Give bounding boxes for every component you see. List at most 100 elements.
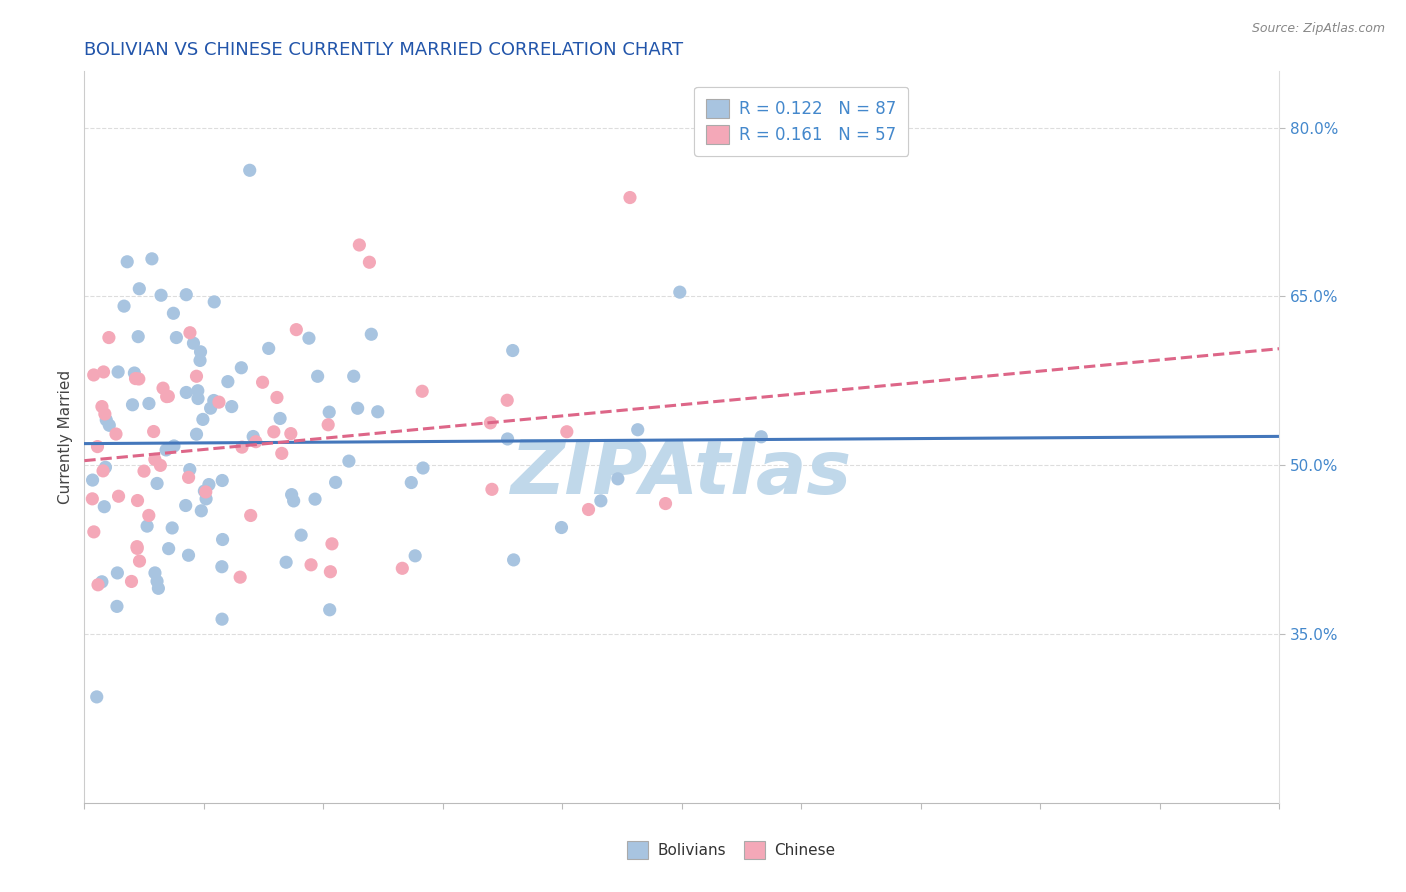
Point xyxy=(319,565,342,579)
Text: Source: ZipAtlas.com: Source: ZipAtlas.com xyxy=(1251,22,1385,36)
Point xyxy=(211,474,233,488)
Point xyxy=(86,440,108,454)
Point xyxy=(94,407,117,421)
Point xyxy=(86,690,108,704)
Point xyxy=(619,190,641,204)
Point xyxy=(157,389,180,403)
Point xyxy=(90,574,112,589)
Point xyxy=(239,508,262,523)
Point xyxy=(654,497,676,511)
Point xyxy=(325,475,347,490)
Point xyxy=(82,491,104,506)
Point xyxy=(128,372,150,386)
Point xyxy=(200,401,222,416)
Point xyxy=(124,371,146,385)
Point xyxy=(749,430,772,444)
Point xyxy=(165,330,187,344)
Point xyxy=(359,255,381,269)
Point xyxy=(298,331,321,345)
Point xyxy=(194,484,217,499)
Point xyxy=(143,566,166,580)
Point xyxy=(391,561,413,575)
Point xyxy=(349,238,371,252)
Text: BOLIVIAN VS CHINESE CURRENTLY MARRIED CORRELATION CHART: BOLIVIAN VS CHINESE CURRENTLY MARRIED CO… xyxy=(84,41,683,59)
Point xyxy=(299,558,322,572)
Point xyxy=(343,369,366,384)
Point xyxy=(187,392,209,406)
Point xyxy=(276,555,298,569)
Point xyxy=(280,426,302,441)
Point xyxy=(121,398,143,412)
Point xyxy=(208,395,231,409)
Point xyxy=(496,393,519,408)
Point xyxy=(307,369,329,384)
Point xyxy=(127,493,149,508)
Y-axis label: Currently Married: Currently Married xyxy=(58,370,73,504)
Point xyxy=(187,384,209,398)
Point xyxy=(127,541,149,556)
Point xyxy=(148,582,170,596)
Point xyxy=(627,423,650,437)
Point xyxy=(195,491,218,506)
Point xyxy=(360,327,382,342)
Point xyxy=(97,330,120,344)
Point xyxy=(83,524,105,539)
Point xyxy=(179,326,201,340)
Point xyxy=(257,342,280,356)
Point xyxy=(316,417,339,432)
Point xyxy=(93,500,115,514)
Point xyxy=(550,520,572,534)
Point xyxy=(127,329,149,343)
Point xyxy=(190,344,212,359)
Point xyxy=(162,306,184,320)
Point xyxy=(231,360,253,375)
Point xyxy=(318,405,340,419)
Point xyxy=(179,462,201,476)
Point xyxy=(668,285,690,300)
Point xyxy=(142,425,165,439)
Point xyxy=(94,460,117,475)
Point xyxy=(146,476,169,491)
Point xyxy=(149,458,172,473)
Point xyxy=(404,549,426,563)
Point xyxy=(177,470,200,484)
Point xyxy=(121,574,143,589)
Point xyxy=(157,541,180,556)
Point xyxy=(190,504,212,518)
Point xyxy=(128,554,150,568)
Point xyxy=(321,537,343,551)
Point xyxy=(136,519,159,533)
Point xyxy=(211,533,233,547)
Point xyxy=(152,381,174,395)
Point xyxy=(193,483,215,498)
Point xyxy=(555,425,578,439)
Point xyxy=(91,400,114,414)
Point xyxy=(198,477,221,491)
Point xyxy=(105,599,128,614)
Text: ZIPAtlas: ZIPAtlas xyxy=(512,437,852,510)
Point xyxy=(252,376,274,390)
Point xyxy=(318,603,340,617)
Point xyxy=(502,553,524,567)
Point xyxy=(280,488,302,502)
Point xyxy=(174,287,197,301)
Point xyxy=(104,427,127,442)
Point xyxy=(589,493,612,508)
Legend: Bolivians, Chinese: Bolivians, Chinese xyxy=(619,834,844,866)
Point xyxy=(174,499,197,513)
Point xyxy=(496,432,519,446)
Point xyxy=(217,375,239,389)
Point xyxy=(285,323,308,337)
Point xyxy=(138,396,160,410)
Point xyxy=(263,425,285,439)
Point xyxy=(191,412,214,426)
Point xyxy=(211,612,233,626)
Point xyxy=(337,454,360,468)
Point xyxy=(304,492,326,507)
Point xyxy=(98,418,121,433)
Point xyxy=(270,446,292,460)
Point xyxy=(107,489,129,503)
Point xyxy=(160,521,183,535)
Point xyxy=(188,353,211,368)
Point xyxy=(211,559,233,574)
